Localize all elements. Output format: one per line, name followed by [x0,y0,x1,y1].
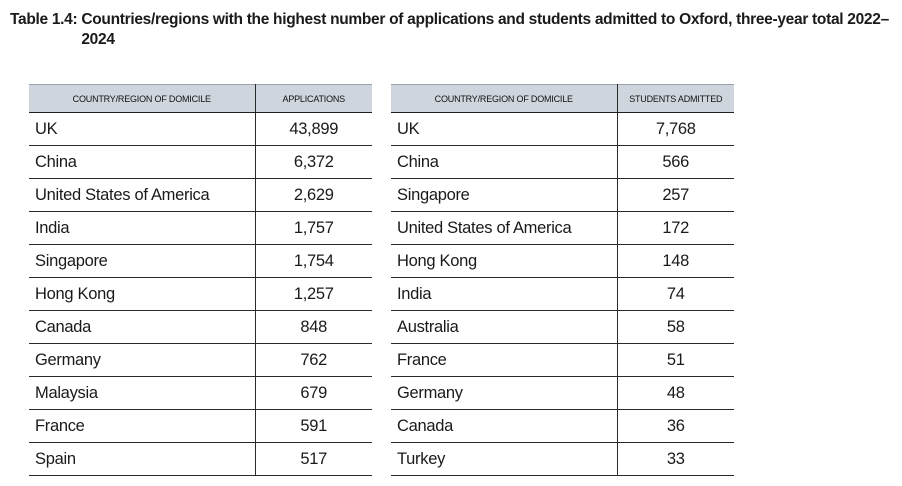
country-cell: Hong Kong [29,277,256,311]
header-row: COUNTRY/REGION OF DOMICILE APPLICATIONS [29,84,372,113]
table-row: UK 43,899 [29,112,372,146]
table-row: India 1,757 [29,211,372,245]
value-cell: 762 [255,343,372,377]
column-header-country: COUNTRY/REGION OF DOMICILE [391,84,618,113]
country-cell: India [391,277,618,311]
column-header-applications: APPLICATIONS [255,84,372,113]
country-cell: India [29,211,256,245]
table-row: Turkey 33 [391,442,734,476]
table-row: Hong Kong 148 [391,244,734,278]
students-admitted-table: COUNTRY/REGION OF DOMICILE STUDENTS ADMI… [391,84,734,476]
table-row: China 6,372 [29,145,372,179]
caption-label: Table 1.4: [10,11,78,28]
table-row: Australia 58 [391,310,734,344]
country-cell: Australia [391,310,618,344]
value-cell: 74 [617,277,734,311]
table-row: Germany 48 [391,376,734,410]
table-row: Germany 762 [29,343,372,377]
value-cell: 33 [617,442,734,476]
country-cell: France [391,343,618,377]
value-cell: 58 [617,310,734,344]
value-cell: 7,768 [617,112,734,146]
table-row: United States of America 172 [391,211,734,245]
table-row: Singapore 1,754 [29,244,372,278]
table-caption: Table 1.4: Countries/regions with the hi… [10,10,890,50]
country-cell: United States of America [29,178,256,212]
value-cell: 1,257 [255,277,372,311]
table-row: Canada 36 [391,409,734,443]
country-cell: UK [29,112,256,146]
country-cell: China [29,145,256,179]
country-cell: Spain [29,442,256,476]
table-row: India 74 [391,277,734,311]
country-cell: Canada [29,310,256,344]
country-cell: United States of America [391,211,618,245]
table-row: France 51 [391,343,734,377]
value-cell: 36 [617,409,734,443]
value-cell: 517 [255,442,372,476]
value-cell: 591 [255,409,372,443]
country-cell: Germany [29,343,256,377]
table-row: UK 7,768 [391,112,734,146]
country-cell: UK [391,112,618,146]
value-cell: 6,372 [255,145,372,179]
table-row: Singapore 257 [391,178,734,212]
country-cell: Canada [391,409,618,443]
table-row: Hong Kong 1,257 [29,277,372,311]
country-cell: Singapore [29,244,256,278]
table-row: France 591 [29,409,372,443]
column-header-students-admitted: STUDENTS ADMITTED [617,84,734,113]
caption-text: Countries/regions with the highest numbe… [81,11,889,48]
value-cell: 1,754 [255,244,372,278]
value-cell: 848 [255,310,372,344]
value-cell: 172 [617,211,734,245]
country-cell: Malaysia [29,376,256,410]
table-row: China 566 [391,145,734,179]
value-cell: 48 [617,376,734,410]
table-row: Malaysia 679 [29,376,372,410]
country-cell: China [391,145,618,179]
country-cell: France [29,409,256,443]
value-cell: 51 [617,343,734,377]
value-cell: 1,757 [255,211,372,245]
value-cell: 679 [255,376,372,410]
column-header-country: COUNTRY/REGION OF DOMICILE [29,84,256,113]
table-row: Spain 517 [29,442,372,476]
value-cell: 566 [617,145,734,179]
table-row: Canada 848 [29,310,372,344]
country-cell: Singapore [391,178,618,212]
applications-table: COUNTRY/REGION OF DOMICILE APPLICATIONS … [29,84,372,476]
value-cell: 43,899 [255,112,372,146]
value-cell: 2,629 [255,178,372,212]
header-row: COUNTRY/REGION OF DOMICILE STUDENTS ADMI… [391,84,734,113]
table-row: United States of America 2,629 [29,178,372,212]
country-cell: Hong Kong [391,244,618,278]
value-cell: 148 [617,244,734,278]
country-cell: Germany [391,376,618,410]
value-cell: 257 [617,178,734,212]
country-cell: Turkey [391,442,618,476]
